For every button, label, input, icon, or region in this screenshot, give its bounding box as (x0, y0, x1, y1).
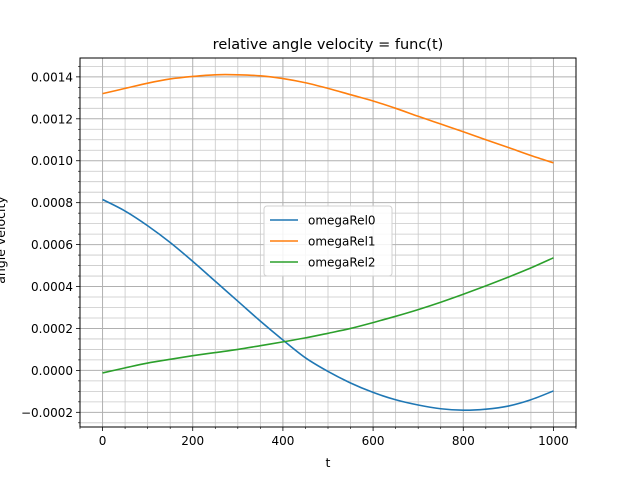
series-line-omegaRel1 (102, 73, 554, 164)
y-tick-label: 0.0000 (31, 364, 73, 378)
x-tick-label: 400 (271, 434, 294, 448)
legend-label-omegaRel2: omegaRel2 (308, 256, 376, 270)
legend-label-omegaRel0: omegaRel0 (308, 214, 376, 228)
y-tick-label: 0.0006 (31, 238, 73, 252)
x-axis-label: t (326, 455, 331, 470)
y-axis-ticks: −0.0002 0.0000 0.0002 0.0004 0.0006 0.0008 0.0… (21, 66, 80, 424)
x-tick-label: 200 (181, 434, 204, 448)
y-axis-label: angle velocity (0, 196, 8, 284)
series-line-omegaRel0 (102, 198, 554, 412)
x-axis-ticks: 0 200 400 600 800 1000 (79, 427, 577, 448)
x-tick-label: 0 (99, 434, 107, 448)
x-tick-label: 1000 (538, 434, 569, 448)
series-layer (102, 73, 554, 412)
chart-title: relative angle velocity = func(t) (213, 37, 444, 53)
y-tick-label: 0.0014 (31, 70, 73, 84)
y-tick-label: −0.0002 (21, 406, 73, 420)
y-tick-label: 0.0004 (31, 280, 73, 294)
x-tick-label: 800 (452, 434, 475, 448)
legend: omegaRel0 omegaRel1 omegaRel2 (263, 205, 393, 277)
series-line-omegaRel2 (102, 257, 554, 374)
y-tick-label: 0.0010 (31, 154, 73, 168)
legend-box (263, 205, 393, 277)
y-tick-label: 0.0002 (31, 322, 73, 336)
x-tick-label: 600 (362, 434, 385, 448)
legend-label-omegaRel1: omegaRel1 (308, 235, 376, 249)
y-tick-label: 0.0008 (31, 196, 73, 210)
y-tick-label: 0.0012 (31, 112, 73, 126)
